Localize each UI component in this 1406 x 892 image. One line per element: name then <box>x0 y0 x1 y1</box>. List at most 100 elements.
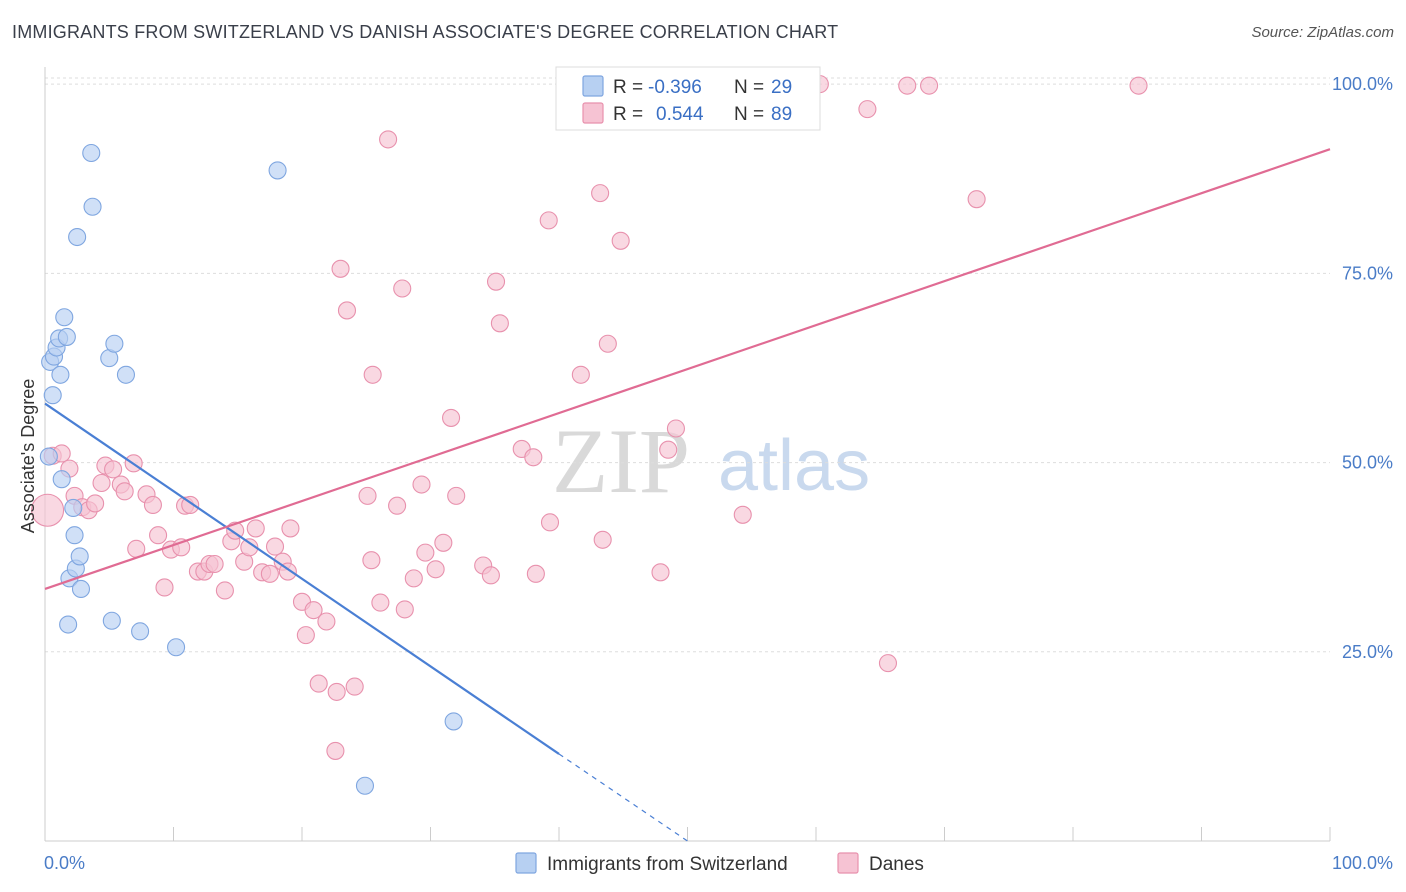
switzerland-point-0 <box>39 447 58 466</box>
switzerland-point-24 <box>131 622 150 641</box>
danes-point-69 <box>524 448 543 467</box>
legend-swatch-pink <box>582 102 604 124</box>
danes-point-18 <box>155 578 174 597</box>
switzerland-points <box>39 143 463 795</box>
switzerland-point-15 <box>68 227 87 247</box>
danes-point-86 <box>920 76 939 95</box>
y-tick-label-25: 25.0% <box>1342 642 1393 662</box>
danes-point-10 <box>104 460 123 479</box>
legend-n-value-2: 89 <box>771 104 792 125</box>
y-axis-title: Associate's Degree <box>18 379 38 534</box>
legend-top: R = -0.396 N = 29 R = 0.544 N = 89 <box>555 66 821 131</box>
legend-r-label-1: R = <box>613 77 643 98</box>
danes-point-87 <box>967 190 986 209</box>
danes-point-71 <box>539 211 558 230</box>
watermark-atlas: atlas <box>718 426 870 506</box>
danes-point-60 <box>426 560 445 579</box>
switzerland-point-8 <box>55 308 74 327</box>
switzerland-trend-line <box>44 402 560 755</box>
danes-point-79 <box>659 440 678 459</box>
legend-bottom-swatch-blue <box>515 852 537 874</box>
y-tick-label-100: 100.0% <box>1332 74 1393 94</box>
switzerland-point-19 <box>83 197 102 216</box>
danes-point-66 <box>486 272 506 291</box>
legend-n-value-1: 29 <box>771 77 792 98</box>
tick-labels: 25.0% 50.0% 75.0% 100.0% 0.0% 100.0% <box>44 74 1393 873</box>
legend-bottom-label-danes: Danes <box>869 854 924 875</box>
legend-r-value-1: -0.396 <box>648 77 702 98</box>
switzerland-point-18 <box>82 143 101 163</box>
danes-point-40 <box>296 626 315 645</box>
danes-point-51 <box>362 551 381 570</box>
switzerland-point-17 <box>71 579 91 599</box>
danes-point-58 <box>412 475 431 494</box>
danes-point-72 <box>540 513 560 532</box>
switzerland-point-28 <box>444 712 463 731</box>
danes-point-43 <box>317 612 336 631</box>
legend-bottom: Immigrants from Switzerland Danes <box>515 852 924 875</box>
switzerland-point-23 <box>116 365 136 384</box>
danes-point-7 <box>86 494 105 513</box>
danes-point-45 <box>327 682 346 701</box>
danes-point-63 <box>447 486 466 505</box>
danes-point-78 <box>651 563 670 582</box>
chart-title: IMMIGRANTS FROM SWITZERLAND VS DANISH AS… <box>12 22 839 42</box>
chart-source: Source: ZipAtlas.com <box>1251 24 1394 41</box>
danes-point-85 <box>898 76 917 95</box>
danes-point-53 <box>379 130 398 149</box>
danes-point-12 <box>115 482 134 501</box>
danes-point-52 <box>371 593 390 612</box>
danes-point-65 <box>481 566 500 585</box>
danes-point-70 <box>526 564 545 583</box>
danes-point-67 <box>490 314 509 333</box>
danes-point-73 <box>571 365 590 384</box>
legend-bottom-label-switzerland: Immigrants from Switzerland <box>547 854 788 875</box>
danes-point-17 <box>149 526 168 545</box>
danes-point-76 <box>598 334 617 353</box>
switzerland-point-7 <box>52 470 71 489</box>
switzerland-point-27 <box>355 776 375 795</box>
switzerland-point-26 <box>268 161 287 180</box>
legend-r-label-2: R = <box>613 104 643 125</box>
danes-point-35 <box>265 537 285 556</box>
switzerland-point-13 <box>65 526 84 545</box>
legend-swatch-blue <box>582 75 604 97</box>
danes-point-84 <box>878 654 898 673</box>
legend-n-label-2: N = <box>734 104 764 125</box>
switzerland-point-21 <box>102 611 121 630</box>
danes-point-81 <box>733 505 752 524</box>
danes-point-41 <box>304 601 323 620</box>
switzerland-point-6 <box>51 365 70 384</box>
switzerland-point-9 <box>57 327 76 346</box>
danes-point-57 <box>404 569 423 588</box>
danes-point-75 <box>593 530 612 549</box>
danes-point-42 <box>309 674 328 693</box>
y-tick-label-50: 50.0% <box>1342 453 1393 473</box>
danes-point-88 <box>1129 76 1148 95</box>
danes-point-34 <box>260 564 279 583</box>
danes-point-49 <box>358 486 377 505</box>
x-tick-label-0: 0.0% <box>44 853 85 873</box>
danes-point-27 <box>215 581 234 600</box>
danes-point-32 <box>246 519 265 538</box>
watermark-zip: ZIP <box>552 410 690 512</box>
danes-point-54 <box>388 496 407 515</box>
danes-point-62 <box>442 408 461 427</box>
trend-lines <box>44 148 1331 842</box>
danes-point-0 <box>31 493 65 527</box>
danes-point-47 <box>337 301 357 320</box>
switzerland-point-12 <box>64 498 83 518</box>
danes-point-48 <box>345 677 364 696</box>
x-tick-label-100: 100.0% <box>1332 853 1393 873</box>
danes-trend-line <box>44 148 1331 591</box>
y-tick-label-75: 75.0% <box>1342 263 1393 283</box>
switzerland-point-10 <box>59 615 78 634</box>
switzerland-point-22 <box>105 334 124 353</box>
danes-point-46 <box>331 259 350 278</box>
danes-point-83 <box>858 100 877 119</box>
danes-point-44 <box>326 741 345 760</box>
danes-point-77 <box>611 231 630 250</box>
danes-point-55 <box>393 279 412 298</box>
legend-n-label-1: N = <box>734 77 764 98</box>
